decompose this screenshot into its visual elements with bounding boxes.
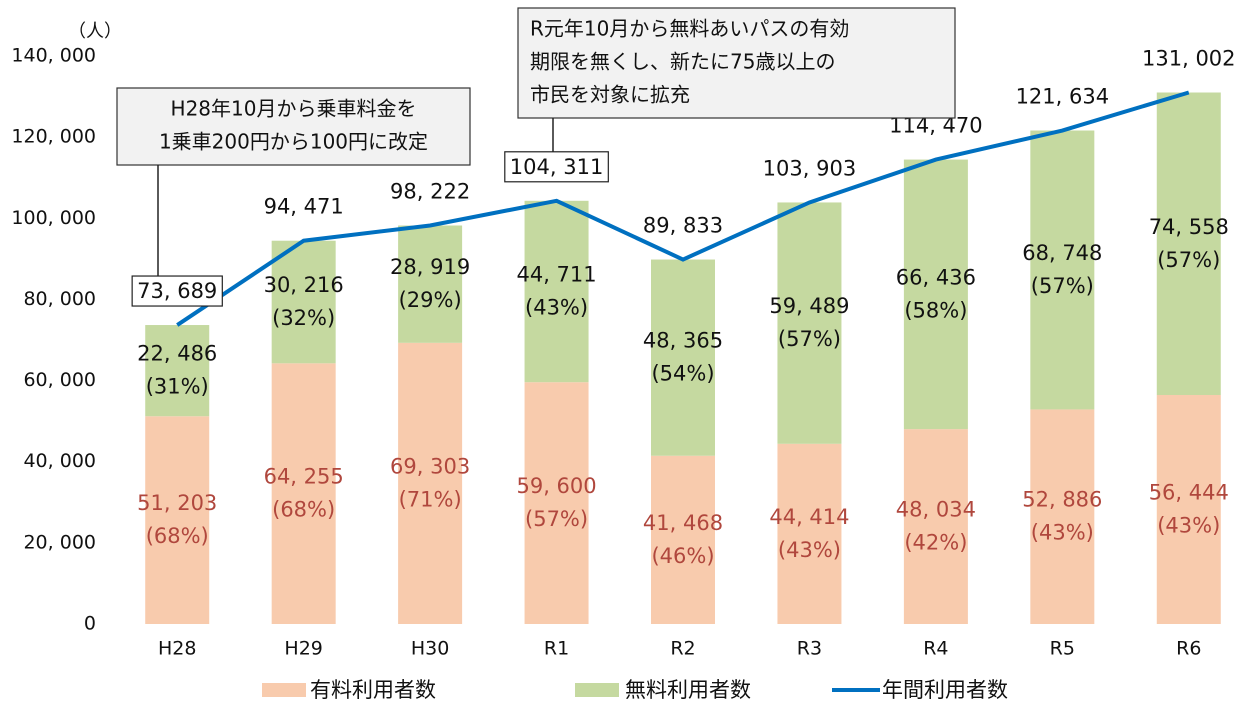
x-tick-label: R4: [923, 638, 948, 660]
bar: [903, 159, 968, 430]
value-label: 41, 468: [643, 511, 723, 535]
y-tick-label: 0: [84, 613, 96, 635]
annotation-box: [517, 7, 956, 119]
x-tick-label: H28: [158, 638, 196, 660]
legend-swatch: [262, 683, 306, 697]
legend-label: 無料利用者数: [625, 678, 751, 702]
bar: [1030, 409, 1095, 624]
total-label: 73, 689: [137, 279, 217, 303]
annotation-text: R元年10月から無料あいパスの有効: [530, 17, 849, 41]
y-tick-label: 20, 000: [23, 531, 96, 553]
value-label: 69, 303: [390, 454, 470, 478]
value-label: 28, 919: [390, 255, 470, 279]
value-label: 51, 203: [137, 491, 217, 515]
value-label: 52, 886: [1022, 488, 1102, 512]
share-label: (29%): [399, 288, 462, 312]
value-label: 59, 600: [516, 474, 596, 498]
total-box: [131, 275, 223, 307]
bar: [1156, 92, 1221, 395]
value-label: 30, 216: [264, 273, 344, 297]
y-tick-label: 40, 000: [23, 450, 96, 472]
bar: [398, 342, 463, 624]
share-label: (32%): [272, 306, 335, 330]
y-tick-label: 140, 000: [11, 45, 96, 67]
total-label: 131, 002: [1142, 47, 1236, 71]
x-tick-label: R3: [797, 638, 822, 660]
legend-label: 年間利用者数: [882, 678, 1008, 702]
bar: [651, 455, 715, 624]
value-label: 68, 748: [1022, 241, 1102, 265]
bar: [903, 429, 968, 624]
total-line: [176, 90, 1190, 327]
total-label: 94, 471: [264, 195, 344, 219]
x-tick-label: H29: [284, 638, 322, 660]
value-label: 74, 558: [1149, 215, 1229, 239]
value-label: 59, 489: [769, 294, 849, 318]
share-label: (42%): [904, 531, 967, 555]
value-label: 48, 365: [643, 329, 723, 353]
annotation-text: 市民を対象に拡充: [530, 83, 690, 107]
share-label: (57%): [778, 327, 841, 351]
share-label: (31%): [146, 375, 209, 399]
x-tick-label: H30: [411, 638, 449, 660]
share-label: (43%): [1031, 521, 1094, 545]
total-label: 98, 222: [390, 179, 470, 203]
total-label: 121, 634: [1016, 85, 1110, 109]
share-label: (71%): [399, 487, 462, 511]
x-tick-label: R6: [1176, 638, 1201, 660]
value-label: 22, 486: [137, 342, 217, 366]
share-label: (43%): [778, 538, 841, 562]
bar: [398, 225, 463, 343]
y-tick-label: 80, 000: [23, 288, 96, 310]
bar: [524, 382, 589, 624]
value-label: 48, 034: [896, 498, 976, 522]
x-tick-label: R1: [544, 638, 569, 660]
bar: [777, 202, 842, 444]
share-label: (58%): [904, 298, 967, 322]
total-label: 104, 311: [510, 155, 604, 179]
share-label: (43%): [1157, 513, 1220, 537]
annotation-text: 1乗車200円から100円に改定: [159, 130, 428, 154]
annotation-text: 期限を無くし、新たに75歳以上の: [530, 50, 835, 74]
share-label: (68%): [272, 498, 335, 522]
x-tick-label: R5: [1050, 638, 1075, 660]
annotation-box: [116, 87, 471, 166]
y-tick-label: 100, 000: [11, 207, 96, 229]
bar: [1156, 394, 1221, 624]
legend-swatch: [575, 683, 619, 697]
total-label: 103, 903: [763, 156, 857, 180]
value-label: 66, 436: [896, 265, 976, 289]
total-box: [504, 151, 609, 183]
share-label: (54%): [651, 362, 714, 386]
value-label: 56, 444: [1149, 480, 1229, 504]
share-label: (43%): [525, 295, 588, 319]
x-tick-label: R2: [670, 638, 695, 660]
bar: [145, 416, 210, 624]
bar: [777, 443, 842, 624]
y-tick-label: 120, 000: [11, 126, 96, 148]
legend-label: 有料利用者数: [310, 678, 436, 702]
bar: [271, 363, 336, 624]
bar: [651, 259, 715, 456]
share-label: (46%): [651, 544, 714, 568]
share-label: (57%): [1157, 248, 1220, 272]
value-label: 44, 414: [769, 505, 849, 529]
annotation-text: H28年10月から乗車料金を: [171, 97, 417, 121]
value-label: 64, 255: [264, 465, 344, 489]
unit-label: （人）: [68, 21, 122, 42]
bar: [271, 240, 336, 364]
bar: [145, 325, 210, 417]
bar: [524, 200, 589, 383]
value-label: 44, 711: [516, 262, 596, 286]
share-label: (68%): [146, 524, 209, 548]
total-label: 89, 833: [643, 214, 723, 238]
bar: [1030, 130, 1095, 410]
share-label: (57%): [1031, 274, 1094, 298]
share-label: (57%): [525, 507, 588, 531]
y-tick-label: 60, 000: [23, 369, 96, 391]
